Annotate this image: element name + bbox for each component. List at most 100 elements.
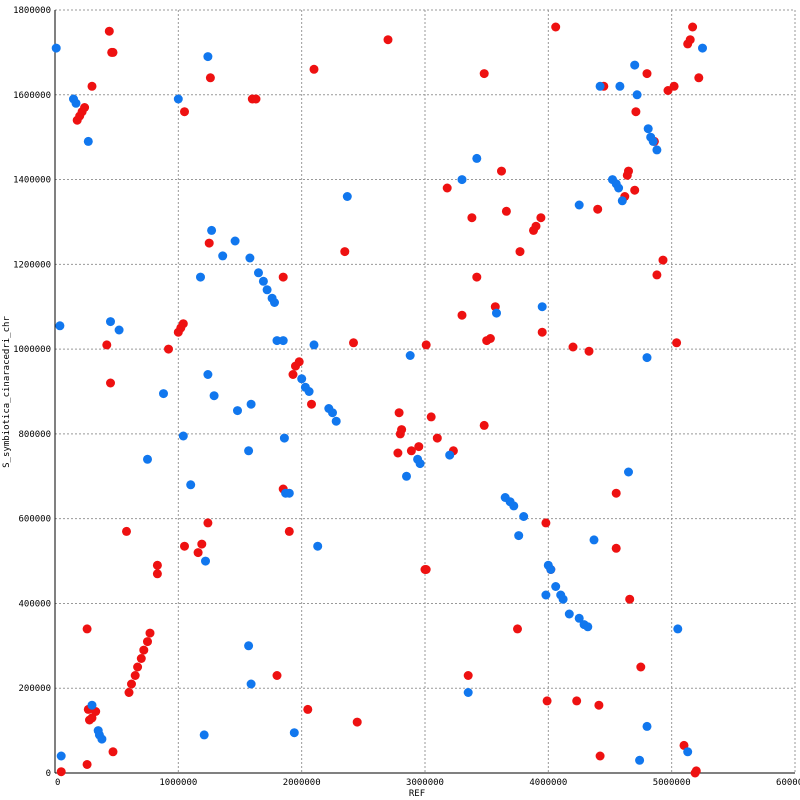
red-point xyxy=(133,662,143,672)
x-tick-label: 5000000 xyxy=(653,778,691,788)
red-point xyxy=(625,594,635,604)
y-tick-label: 0 xyxy=(46,769,51,779)
blue-point xyxy=(218,251,228,261)
red-point xyxy=(124,688,134,697)
red-point xyxy=(127,679,136,689)
red-point xyxy=(630,185,640,195)
blue-point xyxy=(304,387,314,396)
red-point xyxy=(658,255,668,265)
red-point xyxy=(180,541,189,551)
y-tick-label: 600000 xyxy=(18,515,51,525)
blue-point xyxy=(279,433,289,443)
red-point xyxy=(541,518,551,528)
blue-point xyxy=(209,391,219,401)
red-point xyxy=(611,543,621,553)
blue-point xyxy=(143,454,152,464)
red-point xyxy=(278,272,288,282)
blue-point xyxy=(289,728,299,738)
red-point xyxy=(669,81,679,91)
blue-point xyxy=(635,755,645,765)
x-tick-label: 1000000 xyxy=(159,778,197,788)
red-point xyxy=(139,645,149,655)
red-point xyxy=(513,624,522,634)
y-tick-label: 1200000 xyxy=(13,260,51,270)
red-point xyxy=(383,35,393,45)
red-point xyxy=(82,760,92,769)
red-point xyxy=(352,717,362,727)
red-point xyxy=(108,747,118,757)
red-point xyxy=(442,183,452,193)
blue-point xyxy=(83,136,93,146)
red-point xyxy=(479,420,489,430)
red-point xyxy=(467,213,477,223)
blue-point xyxy=(630,60,640,70)
blue-point xyxy=(246,679,256,689)
y-tick-label: 1000000 xyxy=(13,345,51,355)
red-point xyxy=(572,696,582,706)
red-point xyxy=(584,346,594,356)
axes xyxy=(54,10,795,774)
blue-point xyxy=(309,340,319,350)
y-tick-label: 1800000 xyxy=(13,6,51,16)
blue-point xyxy=(537,302,547,312)
red-point xyxy=(593,204,603,214)
red-point xyxy=(624,166,633,176)
blue-point xyxy=(207,225,217,235)
blue-point xyxy=(246,399,256,409)
blue-point xyxy=(683,747,693,757)
blue-point xyxy=(262,285,272,295)
red-point xyxy=(414,442,424,452)
red-point xyxy=(272,671,282,680)
red-point xyxy=(122,526,131,536)
red-point xyxy=(205,73,215,83)
red-point xyxy=(178,319,188,329)
blue-point xyxy=(114,325,124,335)
red-point xyxy=(568,342,578,352)
red-point xyxy=(284,526,294,536)
red-point xyxy=(652,270,662,280)
blue-point xyxy=(297,374,307,384)
blue-point xyxy=(342,192,352,201)
red-point xyxy=(145,628,155,638)
blue-point xyxy=(698,43,707,53)
blue-point xyxy=(519,512,529,521)
y-tick-label: 400000 xyxy=(18,599,51,609)
x-tick-labels: 0 1000000 2000000 3000000 4000000 5000000 6000… xyxy=(55,778,800,788)
red-point xyxy=(193,548,203,558)
red-point xyxy=(531,221,541,231)
red-point xyxy=(204,238,214,248)
blue-point xyxy=(97,734,107,744)
red-point xyxy=(685,35,695,45)
blue-point xyxy=(574,613,584,623)
red-point xyxy=(87,81,97,91)
blue-point xyxy=(632,90,642,100)
x-tick-label: 4000000 xyxy=(529,778,567,788)
red-point xyxy=(691,766,701,776)
blue-point xyxy=(245,253,255,263)
red-point xyxy=(631,107,641,117)
red-point xyxy=(80,103,90,112)
blue-point xyxy=(415,459,425,469)
red-point xyxy=(432,433,442,443)
red-point xyxy=(397,425,407,435)
blue-point xyxy=(244,641,254,651)
blue-point xyxy=(56,751,66,761)
red-point xyxy=(688,22,698,32)
red-point xyxy=(536,213,546,223)
red-point xyxy=(463,671,473,680)
red-point xyxy=(672,338,682,348)
red-point xyxy=(537,327,547,337)
blue-point xyxy=(564,609,574,619)
red-point xyxy=(102,340,112,350)
red-point xyxy=(349,338,358,348)
red-point xyxy=(294,357,304,367)
red-point xyxy=(426,412,436,422)
red-point xyxy=(164,344,173,354)
blue-point xyxy=(509,501,519,511)
blue-point xyxy=(203,370,213,379)
y-axis-label: S_symbiotica_cinaracedri_chr xyxy=(2,316,12,468)
blue-point xyxy=(284,488,294,498)
red-point xyxy=(197,539,207,549)
blue-point xyxy=(541,590,551,600)
